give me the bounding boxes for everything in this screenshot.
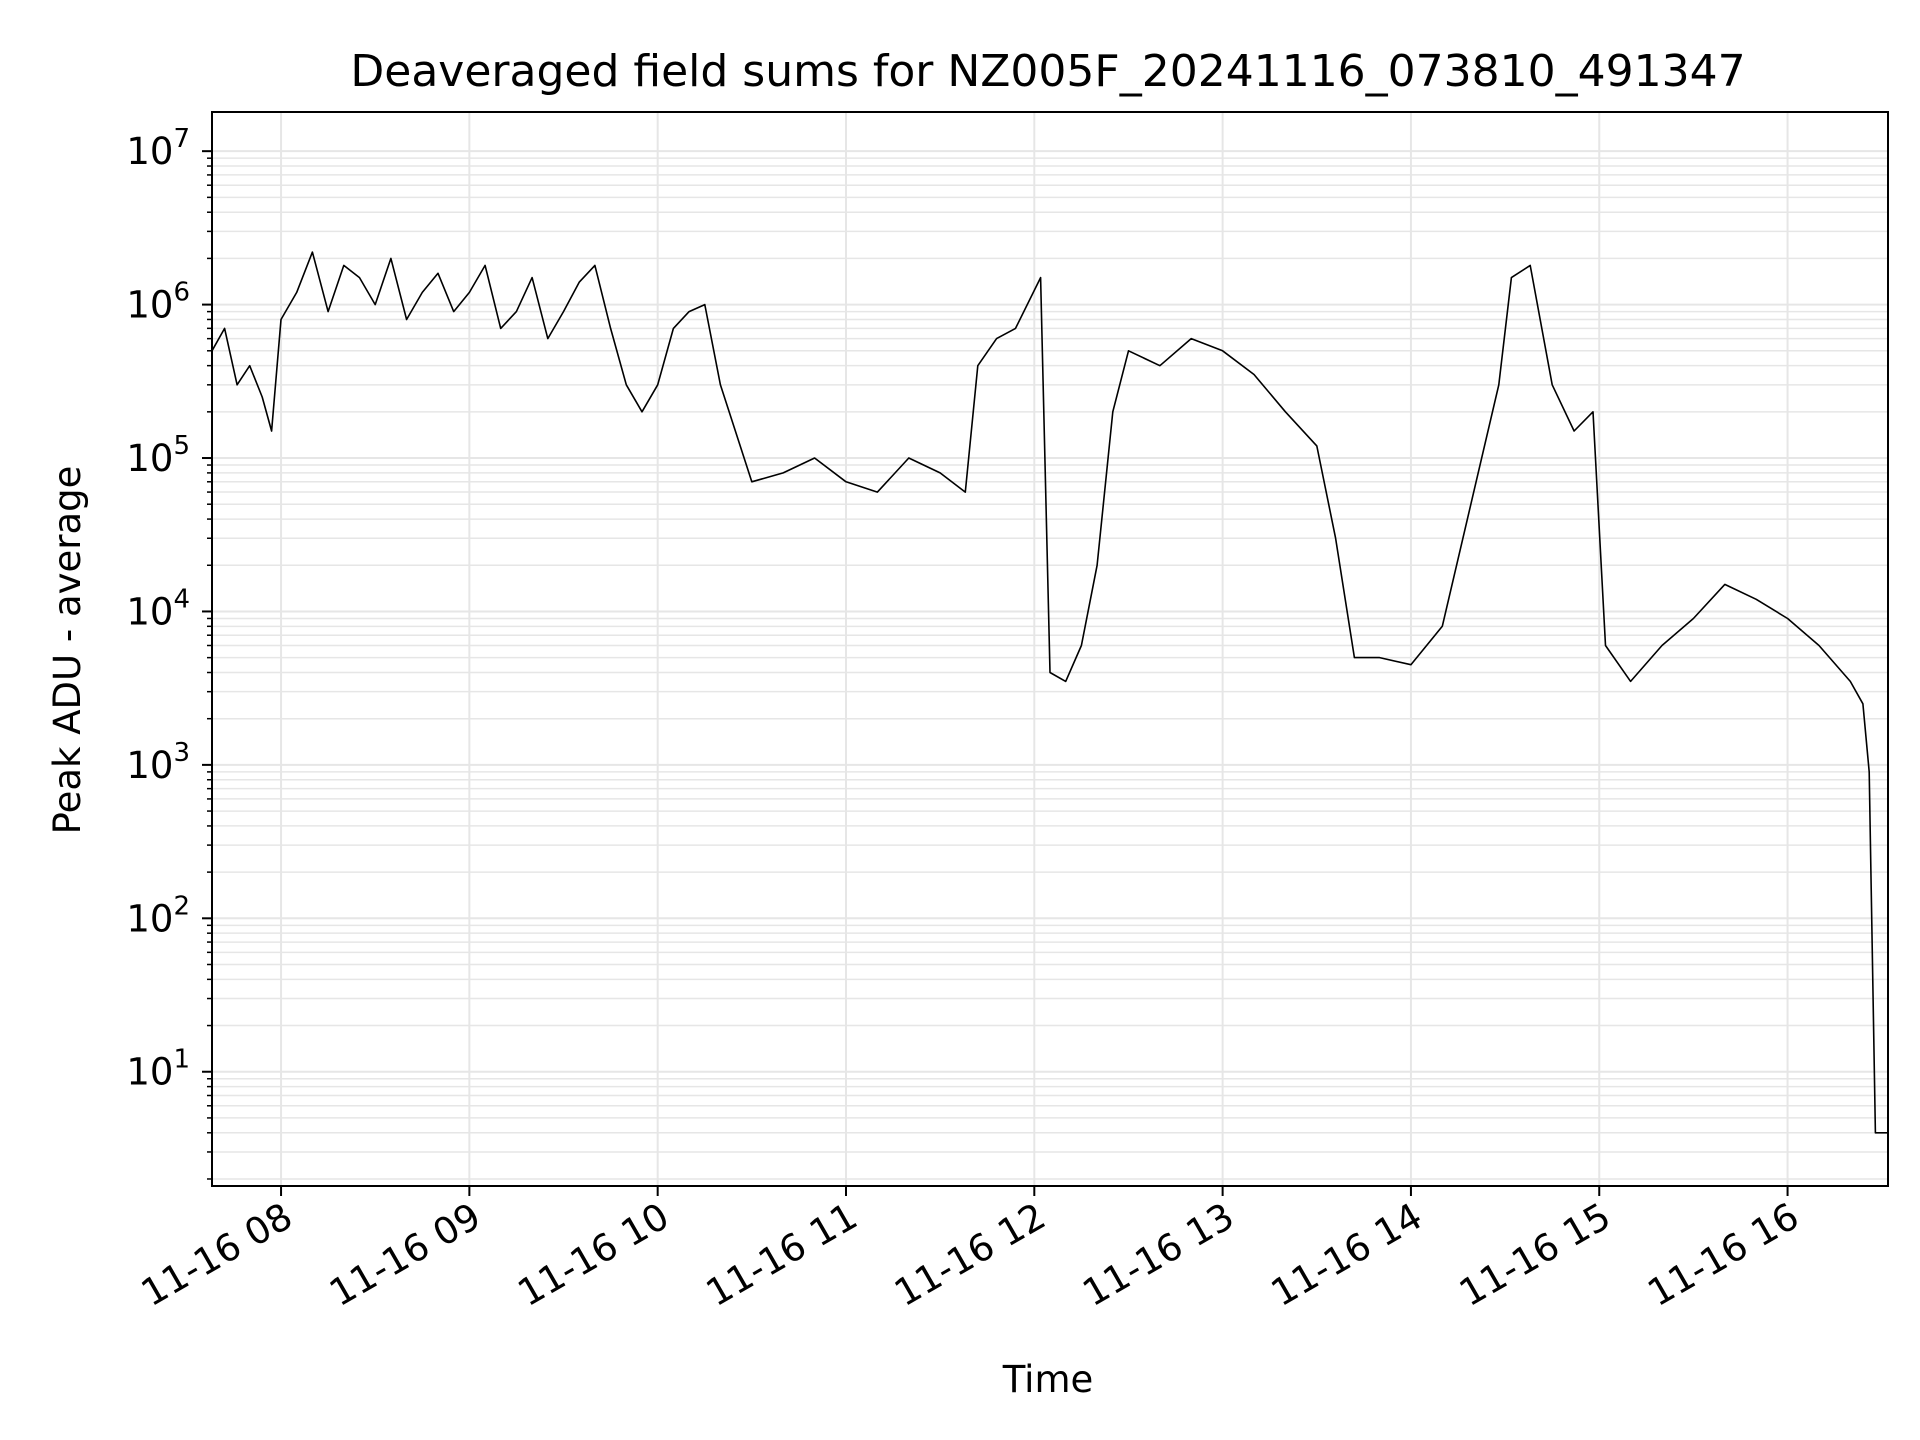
y-tick-label: 107	[126, 124, 190, 173]
series-line	[211, 251, 1888, 1134]
y-tick-label: 105	[126, 431, 190, 480]
chart-title: Deaveraged field sums for NZ005F_2024111…	[350, 46, 1745, 97]
grid	[212, 112, 1888, 1186]
y-tick-label: 106	[126, 278, 190, 327]
y-tick-label: 104	[126, 584, 190, 633]
plot-frame	[211, 111, 1889, 1187]
y-tick-label: 103	[126, 738, 190, 787]
y-tick-label: 102	[126, 891, 190, 940]
x-axis-label: Time	[1002, 1358, 1094, 1401]
y-ticks: 101 102 103 104 105 106 107	[126, 124, 212, 1180]
y-axis-label: Peak ADU - average	[46, 466, 89, 835]
y-tick-label: 101	[126, 1045, 190, 1094]
series-layer	[211, 251, 1888, 1134]
